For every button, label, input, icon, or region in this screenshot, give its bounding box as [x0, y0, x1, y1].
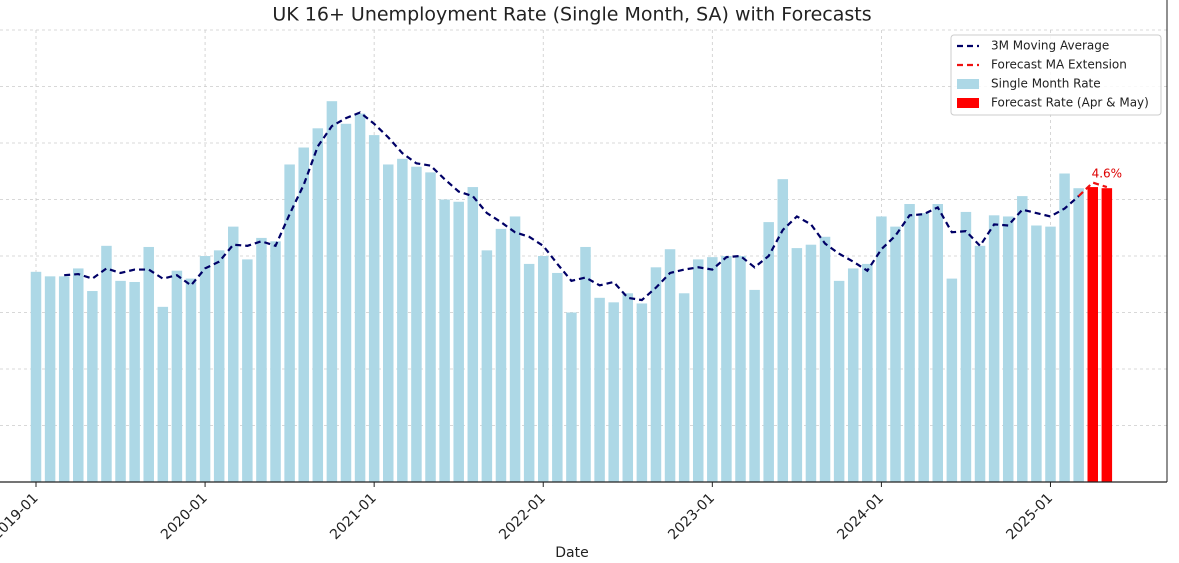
legend-label: Single Month Rate: [991, 77, 1101, 91]
legend-label: Forecast Rate (Apr & May): [991, 96, 1149, 110]
bar: [256, 237, 267, 482]
bar: [298, 147, 309, 482]
bar: [735, 256, 746, 482]
bar: [312, 128, 324, 482]
bar: [44, 276, 56, 482]
bar: [425, 172, 436, 482]
bar: [932, 204, 944, 482]
bar: [805, 244, 817, 482]
bar: [819, 236, 831, 482]
bar: [1031, 225, 1042, 483]
bar: [87, 291, 98, 482]
bar: [58, 276, 70, 482]
bar: [368, 135, 380, 482]
bar: [242, 259, 253, 482]
bar: [213, 250, 225, 482]
bar: [791, 248, 803, 482]
bar: [383, 164, 394, 482]
bar: [777, 179, 789, 482]
bar: [397, 158, 408, 482]
bar: [890, 226, 901, 482]
x-tick-label: 2019-01: [0, 490, 42, 543]
bar: [1087, 187, 1098, 482]
x-tick-label: 2022-01: [496, 490, 549, 543]
bar: [439, 199, 450, 482]
legend-swatch: [957, 79, 979, 89]
bar: [946, 278, 958, 482]
bar: [185, 278, 197, 482]
bar: [115, 280, 126, 482]
bar: [537, 256, 549, 482]
x-axis-label: Date: [555, 545, 588, 561]
legend-swatch: [957, 98, 979, 108]
bar: [509, 216, 521, 482]
bar: [1017, 196, 1028, 483]
bar: [650, 267, 662, 482]
bar: [707, 257, 718, 482]
bar: [523, 263, 535, 482]
value-label: 4.6%: [1092, 167, 1123, 181]
bar: [340, 123, 352, 482]
x-tick-label: 2024-01: [834, 490, 887, 543]
legend-label: Forecast MA Extension: [991, 58, 1127, 72]
legend-box: [950, 34, 1162, 116]
bar: [763, 222, 774, 482]
bar: [495, 228, 507, 482]
bar: [974, 245, 986, 482]
bar: [594, 297, 605, 482]
x-tick-label: 2023-01: [665, 490, 718, 543]
bar: [467, 187, 479, 482]
bar: [284, 164, 295, 482]
bar: [664, 249, 676, 482]
bar: [988, 215, 1000, 482]
bar: [636, 303, 648, 482]
bar: [270, 241, 281, 482]
bar: [411, 166, 422, 483]
bar: [171, 270, 183, 482]
bar: [749, 289, 760, 482]
legend-label: 3M Moving Average: [991, 39, 1109, 53]
bar: [721, 256, 732, 482]
bar: [833, 280, 845, 482]
chart-title: UK 16+ Unemployment Rate (Single Month, …: [272, 4, 871, 26]
bar: [354, 113, 366, 483]
bar: [157, 306, 169, 482]
x-tick-label: 2020-01: [158, 490, 211, 543]
bar: [453, 201, 464, 482]
bar: [1059, 173, 1070, 482]
bar: [692, 259, 704, 482]
bar: [904, 204, 915, 482]
bar: [228, 226, 239, 482]
x-tick-label: 2021-01: [327, 490, 380, 543]
bar: [143, 246, 154, 482]
bar: [481, 250, 493, 482]
bar: [918, 213, 929, 482]
bar: [552, 272, 563, 482]
bar: [1002, 216, 1014, 482]
bar: [960, 211, 972, 482]
bar: [101, 245, 112, 482]
bar: [876, 216, 887, 482]
x-tick-label: 2025-01: [1003, 490, 1056, 543]
bar: [580, 246, 591, 482]
bar: [1101, 188, 1113, 482]
bar: [566, 312, 577, 482]
bar: [1045, 226, 1056, 482]
bar: [608, 302, 619, 482]
bar: [678, 293, 690, 482]
bar: [326, 101, 338, 482]
bar: [129, 281, 140, 482]
line: [64, 111, 1080, 302]
bar: [30, 271, 42, 482]
bar: [73, 268, 84, 482]
bar: [847, 268, 859, 482]
bar: [199, 256, 211, 482]
bar: [862, 263, 873, 482]
bar: [1073, 188, 1084, 482]
bar: [622, 293, 634, 482]
